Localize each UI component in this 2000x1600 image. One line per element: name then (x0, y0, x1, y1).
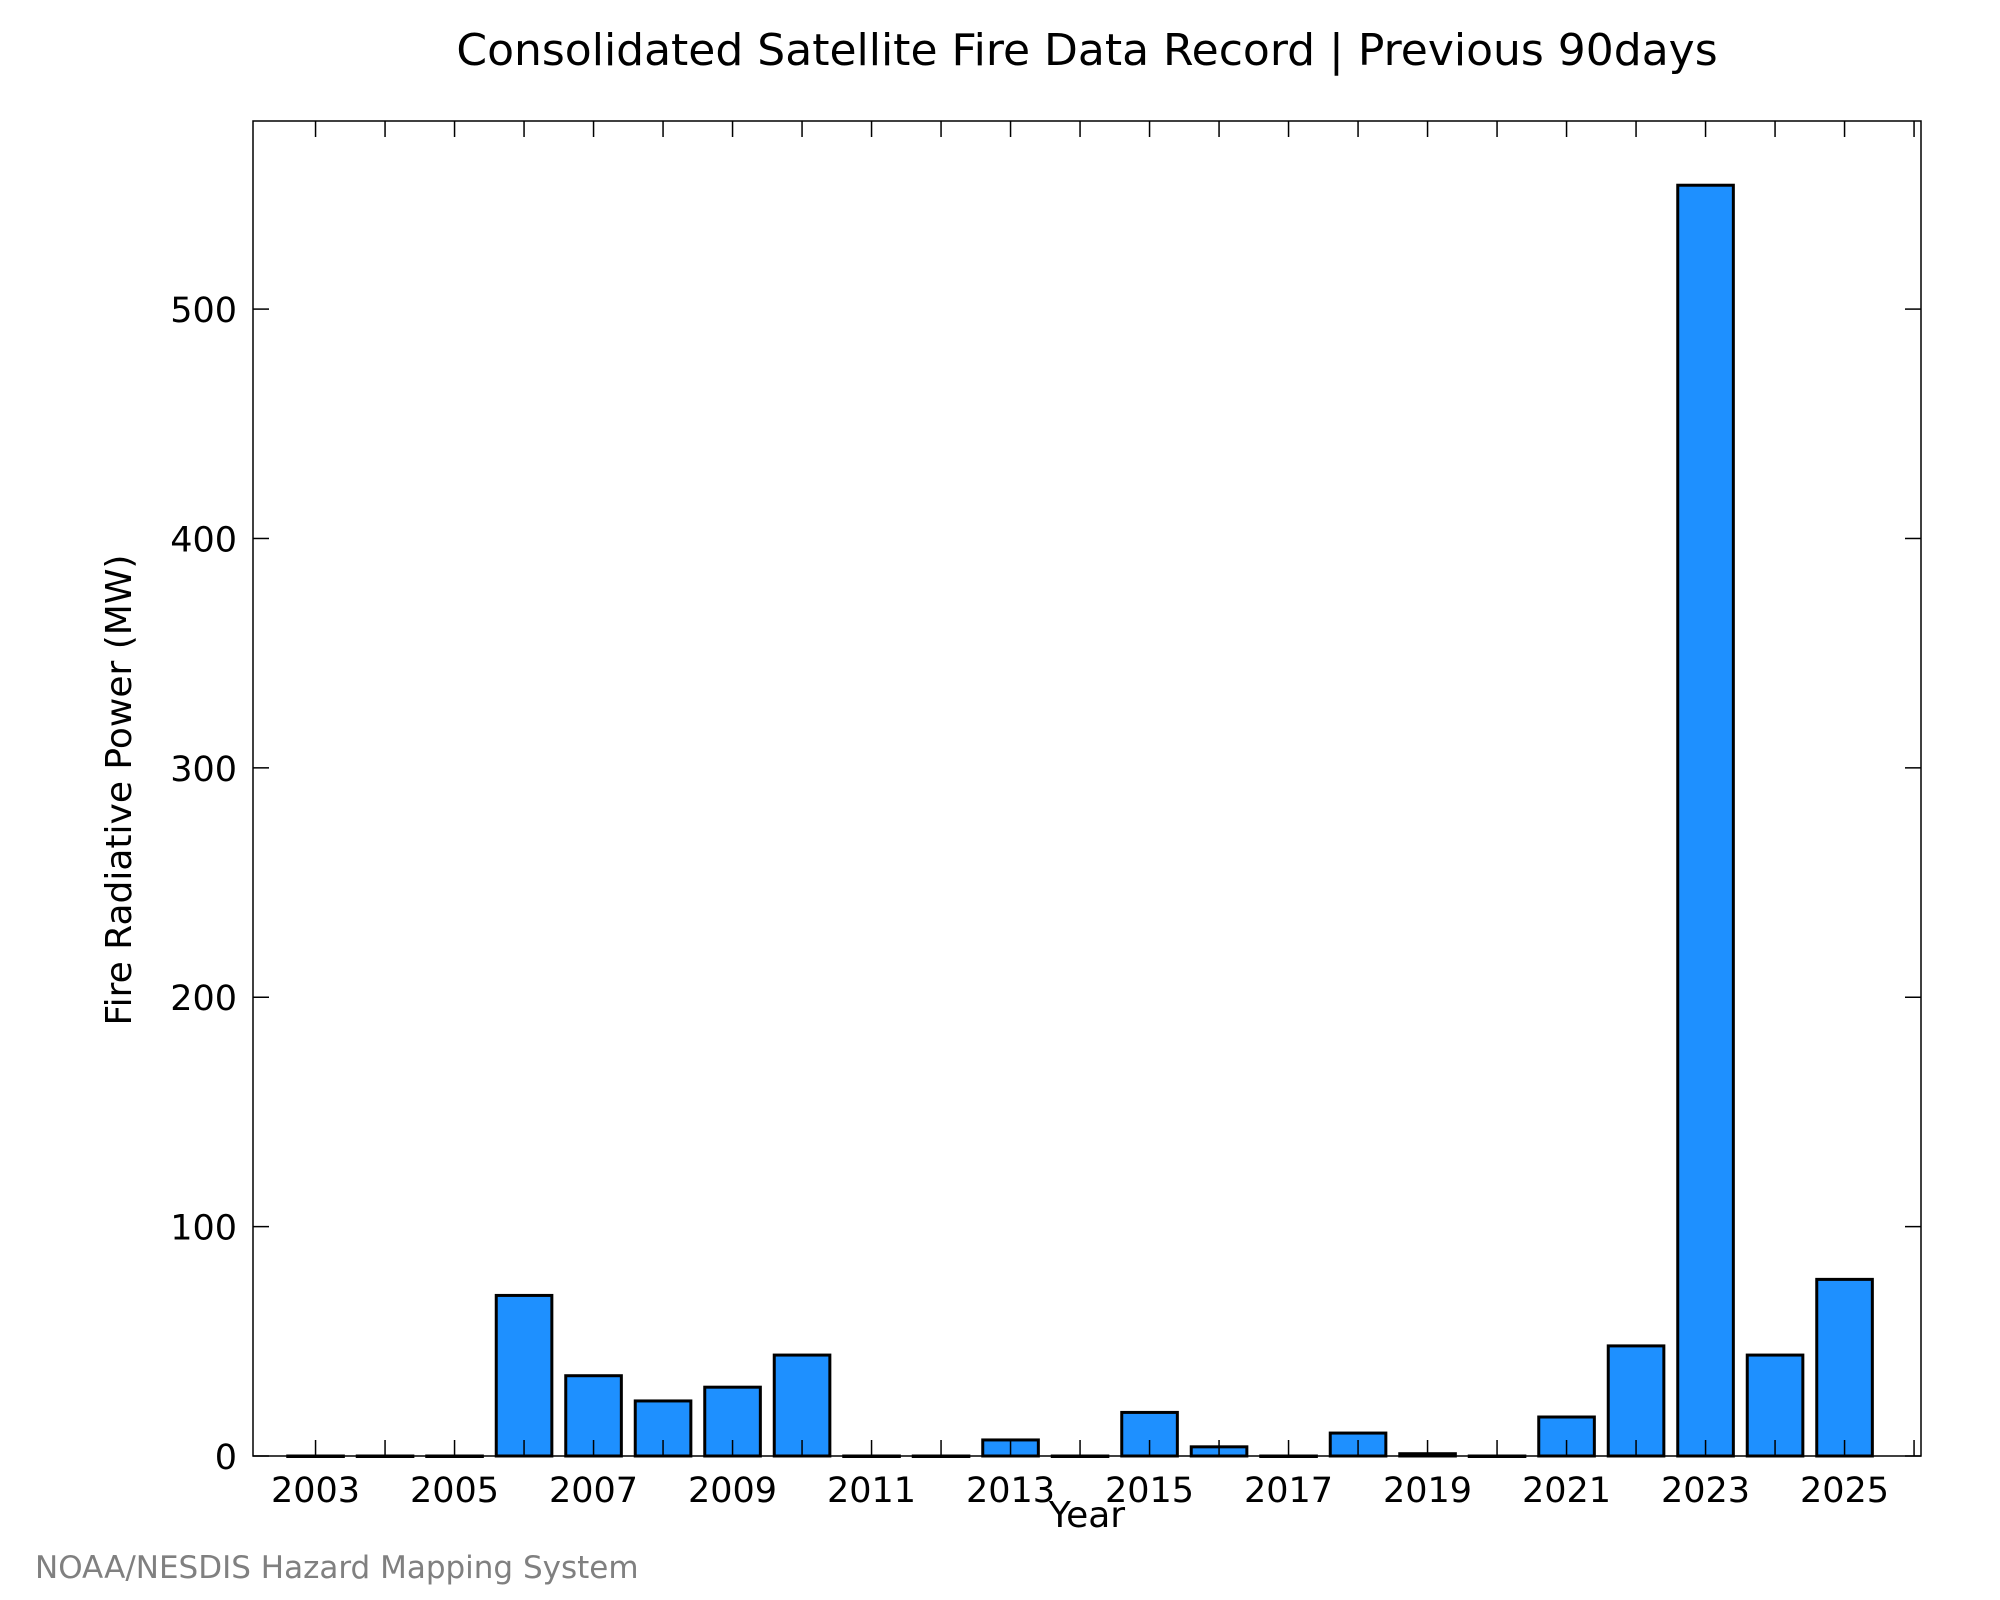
bar-2010 (772, 1353, 832, 1458)
x-tick-label: 2009 (688, 1471, 777, 1511)
x-tick-label: 2021 (1522, 1471, 1611, 1511)
ticks-group (253, 121, 1921, 1457)
x-tick-label: 2011 (827, 1471, 916, 1511)
x-tick-label: 2003 (271, 1471, 360, 1511)
x-tick-label: 2025 (1800, 1471, 1889, 1511)
x-tick-label: 2023 (1661, 1471, 1750, 1511)
x-axis-label: Year (1048, 1495, 1125, 1536)
x-tick-label: 2017 (1244, 1471, 1333, 1511)
bars-group (286, 183, 1874, 1458)
bar-2023 (1676, 183, 1735, 1458)
y-tick-label: 0 (215, 1438, 237, 1478)
x-tick-label: 2013 (966, 1471, 1055, 1511)
chart-title: Consolidated Satellite Fire Data Record … (456, 25, 1717, 76)
y-tick-label: 200 (170, 979, 237, 1019)
y-tick-label: 500 (170, 291, 237, 331)
x-tick-labels: 2003 2005 2007 2009 2011 2013 2015 2017 2019 2021… (271, 1471, 1889, 1511)
bar-2025 (1815, 1277, 1874, 1458)
y-tick-labels: 0 100 200 300 400 500 (170, 291, 237, 1478)
bar-2006 (494, 1293, 554, 1458)
y-tick-label: 100 (170, 1209, 237, 1249)
credit-text: NOAA/NESDIS Hazard Mapping System (35, 1550, 639, 1586)
x-tick-label: 2015 (1105, 1471, 1194, 1511)
y-tick-label: 300 (170, 750, 237, 790)
x-tick-label: 2019 (1383, 1471, 1472, 1511)
bar-2022 (1606, 1344, 1666, 1458)
bar-2024 (1745, 1353, 1805, 1458)
x-tick-label: 2007 (549, 1471, 638, 1511)
x-tick-label: 2005 (410, 1471, 499, 1511)
y-axis-label: Fire Radiative Power (MW) (99, 555, 140, 1026)
plot-frame (252, 120, 1922, 1457)
y-tick-label: 400 (170, 520, 237, 560)
